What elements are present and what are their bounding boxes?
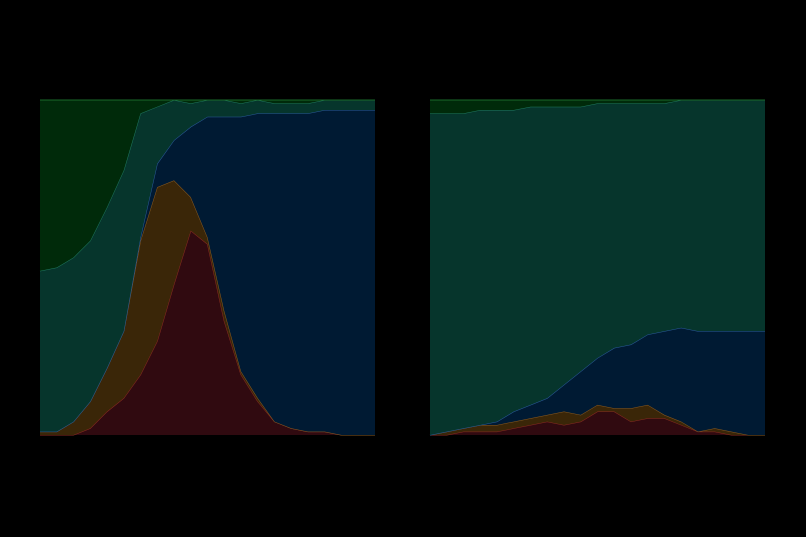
area-layer (430, 327, 765, 435)
area-layer (430, 100, 765, 114)
area-layer (40, 100, 375, 271)
area-layer (430, 100, 765, 435)
area-layer (40, 180, 375, 435)
area-layer (430, 404, 765, 435)
area-layer (430, 411, 765, 435)
area-layer (40, 230, 375, 435)
area-layer (40, 100, 375, 432)
area-layer (40, 110, 375, 436)
